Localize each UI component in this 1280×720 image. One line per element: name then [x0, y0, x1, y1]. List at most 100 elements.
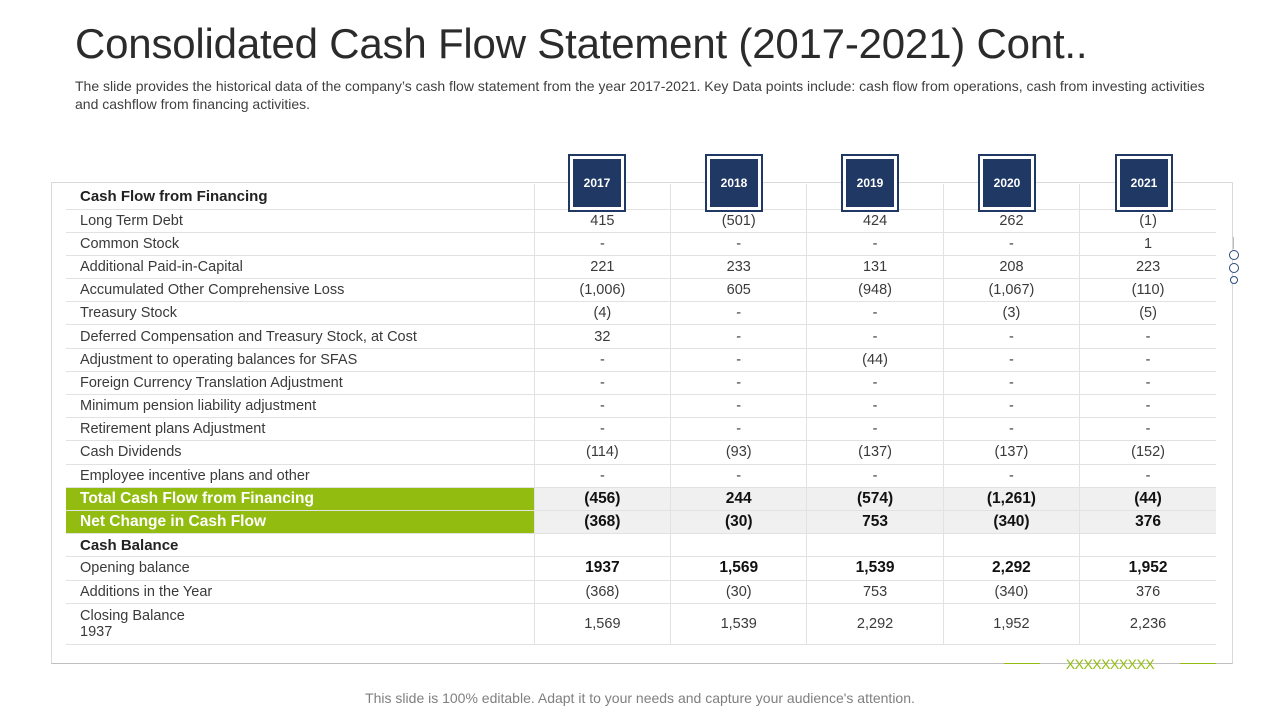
- table-row: Cash Dividends (114) (93) (137) (137) (1…: [66, 440, 1216, 465]
- cell: 376: [1079, 580, 1216, 604]
- year-badge-2017: 2017: [568, 154, 626, 212]
- cell: -: [533, 394, 671, 419]
- table-row: Cash Flow from Financing: [66, 184, 1216, 210]
- cell: [806, 533, 944, 558]
- row-label: Employee incentive plans and other: [66, 464, 535, 488]
- cell: -: [942, 232, 1080, 256]
- cell: -: [670, 324, 807, 349]
- row-label: Adjustment to operating balances for SFA…: [66, 348, 535, 372]
- cell: -: [806, 301, 944, 326]
- cell: 223: [1079, 255, 1216, 280]
- cell: -: [670, 464, 807, 488]
- cell: 753: [806, 510, 944, 535]
- scroll-decoration: [1226, 237, 1242, 287]
- cell: (501): [670, 209, 807, 233]
- cash-flow-table: Cash Flow from Financing Long Term Debt …: [66, 184, 1216, 645]
- row-label: Retirement plans Adjustment: [66, 417, 535, 442]
- year-label: 2018: [710, 159, 758, 207]
- cell: (368): [533, 510, 671, 535]
- cell: [533, 533, 671, 558]
- cell: 1,539: [670, 603, 807, 645]
- cell: (368): [533, 580, 671, 604]
- table-row: Deferred Compensation and Treasury Stock…: [66, 324, 1216, 349]
- cell: -: [1079, 464, 1216, 488]
- row-label-sub: 1937: [80, 623, 113, 640]
- row-label: Accumulated Other Comprehensive Loss: [66, 278, 535, 303]
- row-label: Cash Flow from Financing: [66, 184, 535, 210]
- decoration-line: [1180, 663, 1216, 664]
- cell: (5): [1079, 301, 1216, 326]
- cell: -: [942, 417, 1080, 442]
- cell: -: [806, 371, 944, 396]
- cell: (1,006): [533, 278, 671, 303]
- table-row: Additions in the Year (368) (30) 753 (34…: [66, 580, 1216, 604]
- cell: 2,292: [806, 603, 944, 645]
- cell: (110): [1079, 278, 1216, 303]
- cell: (30): [670, 510, 807, 535]
- cell: 208: [942, 255, 1080, 280]
- row-label: Deferred Compensation and Treasury Stock…: [66, 324, 535, 349]
- cell: (30): [670, 580, 807, 604]
- page-subtitle: The slide provides the historical data o…: [75, 78, 1205, 112]
- row-label: Minimum pension liability adjustment: [66, 394, 535, 419]
- table-row: Long Term Debt 415 (501) 424 262 (1): [66, 209, 1216, 233]
- table-row: Employee incentive plans and other - - -…: [66, 464, 1216, 488]
- cell: [942, 533, 1080, 558]
- cell: 244: [670, 487, 807, 511]
- cell: 605: [670, 278, 807, 303]
- cell: (340): [942, 510, 1080, 535]
- year-label: 2020: [983, 159, 1031, 207]
- table-row: Treasury Stock (4) - - (3) (5): [66, 301, 1216, 326]
- cell: -: [942, 464, 1080, 488]
- table-frame: [51, 182, 1233, 664]
- row-label: Total Cash Flow from Financing: [66, 487, 535, 511]
- table-row: Opening balance 1937 1,569 1,539 2,292 1…: [66, 556, 1216, 581]
- table-row: Cash Balance: [66, 533, 1216, 558]
- bottom-decoration: XXXXXXXXXX: [1004, 656, 1216, 672]
- circle-icon: [1229, 250, 1239, 260]
- cell: 1: [1079, 232, 1216, 256]
- total-row: Net Change in Cash Flow (368) (30) 753 (…: [66, 510, 1216, 535]
- cell: (3): [942, 301, 1080, 326]
- row-label: Closing Balance: [80, 607, 185, 624]
- cell: -: [942, 348, 1080, 372]
- cell: (1,067): [942, 278, 1080, 303]
- cell: 233: [670, 255, 807, 280]
- year-badge-2021: 2021: [1115, 154, 1173, 212]
- cell: (44): [806, 348, 944, 372]
- row-label: Foreign Currency Translation Adjustment: [66, 371, 535, 396]
- cell: -: [533, 464, 671, 488]
- total-row: Total Cash Flow from Financing (456) 244…: [66, 487, 1216, 511]
- cell: -: [806, 417, 944, 442]
- row-label: Long Term Debt: [66, 209, 535, 233]
- year-label: 2017: [573, 159, 621, 207]
- cell: 1,569: [533, 603, 671, 645]
- cell: 376: [1079, 510, 1216, 535]
- year-badge-2020: 2020: [978, 154, 1036, 212]
- circle-icon: [1230, 276, 1238, 284]
- cell: -: [942, 324, 1080, 349]
- cell: 2,236: [1079, 603, 1216, 645]
- page-title: Consolidated Cash Flow Statement (2017-2…: [75, 20, 1088, 67]
- row-label: Additions in the Year: [66, 580, 535, 604]
- cell: -: [670, 232, 807, 256]
- cell: -: [670, 417, 807, 442]
- cell: 131: [806, 255, 944, 280]
- row-label: Cash Balance: [66, 533, 535, 558]
- cell: (1): [1079, 209, 1216, 233]
- circle-icon: [1229, 263, 1239, 273]
- cell: 221: [533, 255, 671, 280]
- cell: 2,292: [942, 556, 1080, 581]
- cell: -: [533, 348, 671, 372]
- cell: 424: [806, 209, 944, 233]
- cell: (4): [533, 301, 671, 326]
- cell: 32: [533, 324, 671, 349]
- cell: -: [533, 417, 671, 442]
- cell: (114): [533, 440, 671, 465]
- cell: 262: [942, 209, 1080, 233]
- cell: (948): [806, 278, 944, 303]
- table-row: Retirement plans Adjustment - - - - -: [66, 417, 1216, 442]
- row-label: Additional Paid-in-Capital: [66, 255, 535, 280]
- row-label: Net Change in Cash Flow: [66, 510, 535, 535]
- cell: 1937: [533, 556, 671, 581]
